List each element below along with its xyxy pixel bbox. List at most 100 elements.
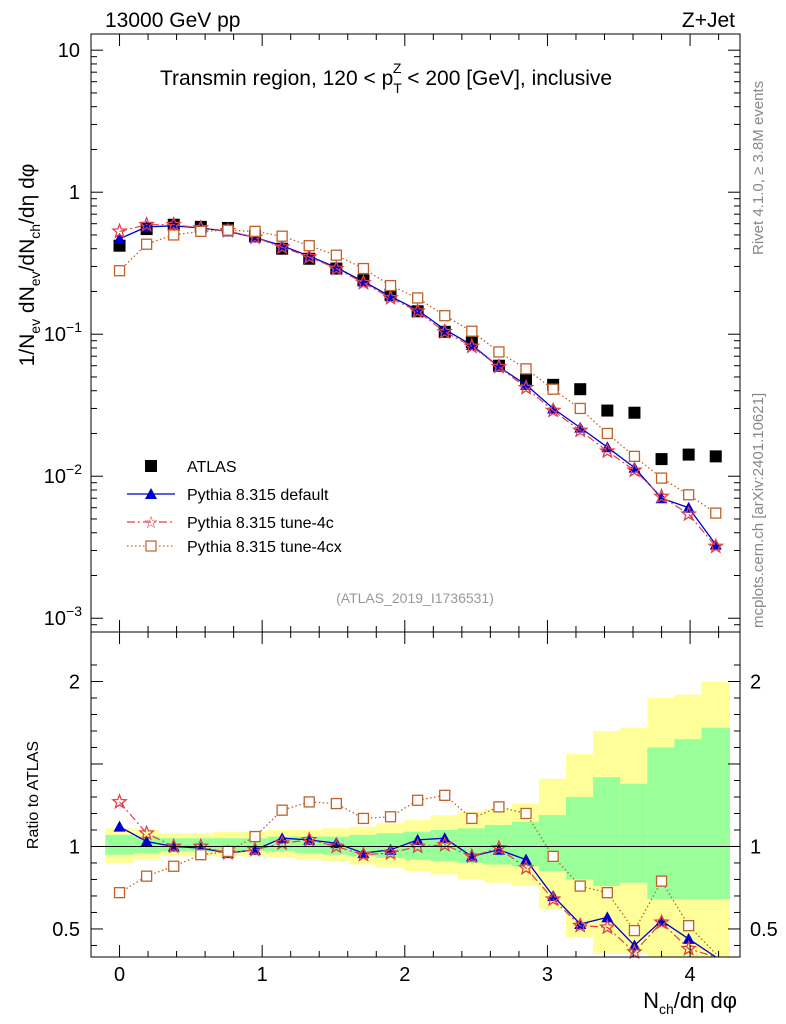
series-3-point-2 <box>168 229 180 241</box>
series-3-point-13 <box>466 325 478 337</box>
series-2-point-18 <box>598 442 616 459</box>
header-right: Z+Jet <box>682 9 735 32</box>
ratio-1-point-0 <box>111 793 128 810</box>
y-axis-label-bottom: Ratio to ATLAS <box>25 741 42 849</box>
ratio-1-point-17 <box>571 916 589 933</box>
series-1-point-17 <box>574 421 587 433</box>
ratio-2-point-18 <box>601 887 613 899</box>
ratio-1-point-19 <box>626 943 643 960</box>
ratio-1-point-2 <box>165 837 183 854</box>
series-1-point-0 <box>113 232 126 244</box>
plot-title-tail: < 200 [GeV], inclusive <box>401 67 612 90</box>
x-axis-label: Nch/dη dφ <box>643 988 737 1017</box>
ratio-1-point-15 <box>517 859 535 876</box>
series-1-point-19 <box>628 461 641 473</box>
ratio-1-point-12 <box>436 835 454 852</box>
plot-title: Transmin region, 120 < pTZ < 200 [GeV], … <box>160 60 612 96</box>
series-2-point-2 <box>165 215 183 232</box>
ratio-2-point-17 <box>574 880 586 892</box>
series-3-point-22 <box>710 507 722 519</box>
ratio-0-point-16 <box>547 889 560 901</box>
y-tick-label-top-0: 10 <box>58 40 80 62</box>
ratio-2-point-10 <box>384 811 397 823</box>
band-green-22 <box>701 727 731 900</box>
series-2-point-14 <box>490 358 508 374</box>
series-2-point-21 <box>680 505 697 522</box>
series-2-point-13 <box>463 337 481 354</box>
atlas-point-21 <box>682 448 695 461</box>
legend-label-default: Pythia 8.315 default <box>187 487 329 504</box>
analysis-id: (ATLAS_2019_I1736531) <box>336 590 494 606</box>
ratio-2-point-9 <box>357 812 370 825</box>
ratio-0-point-1 <box>140 835 153 847</box>
series-2-point-11 <box>409 302 427 319</box>
series-2-point-7 <box>300 248 318 265</box>
ratio-uncertainty-bands <box>105 681 731 957</box>
ratio-2-point-15 <box>520 807 532 820</box>
ratio-0-point-0 <box>113 820 126 832</box>
ratio-2-point-20 <box>655 875 668 887</box>
ratio-panel-frame <box>90 631 741 958</box>
atlas-point-20 <box>655 453 668 466</box>
ratio-1-point-20 <box>653 913 670 930</box>
series-3-point-8 <box>330 249 342 261</box>
series-3-point-14 <box>493 346 505 358</box>
legend-label-tune4c: Pythia 8.315 tune-4c <box>187 515 334 532</box>
series-3-point-12 <box>439 310 451 322</box>
side-text-mcplots: mcplots.cern.ch [arXiv:2401.10621] <box>750 393 767 628</box>
header-left: 13000 GeV pp <box>105 9 240 32</box>
ratio-2-point-0 <box>113 887 126 899</box>
series-2 <box>111 215 725 554</box>
ratio-1-point-14 <box>490 839 508 856</box>
ratio-2-point-3 <box>195 849 207 861</box>
x-tick-label-3: 3 <box>542 964 553 986</box>
atlas-point-22 <box>709 450 722 463</box>
ratio-2-point-5 <box>249 830 261 843</box>
ratio-2-point-16 <box>547 850 559 863</box>
legend-marker-atlas <box>145 460 157 472</box>
y-axis-label-top: 1/Nev dNev/dNch/dη dφ <box>16 164 43 367</box>
x-tick-label-1: 1 <box>257 964 268 986</box>
series-2-point-15 <box>517 378 535 395</box>
legend-marker-tune4cx <box>145 540 157 552</box>
y-tick-label-bottom-right-1: 1 <box>750 836 761 858</box>
series-3-point-0 <box>113 265 126 277</box>
series-3-point-15 <box>520 363 532 375</box>
series-3-point-6 <box>276 230 288 242</box>
y-tick-label-top-1: 1 <box>69 182 80 204</box>
series-2-point-6 <box>273 238 291 255</box>
y-tick-label-bottom-right-2: 0.5 <box>750 919 778 941</box>
series-line-2 <box>119 224 717 547</box>
y-tick-label-top-2: 10−1 <box>44 319 82 346</box>
plot-title-main: Transmin region, 120 < p <box>160 67 393 90</box>
band-green-16 <box>538 815 566 872</box>
band-green-14 <box>484 825 512 865</box>
series-3-point-10 <box>384 279 397 292</box>
ratio-0-point-21 <box>682 932 695 944</box>
y-tick-label-bottom-left-0: 2 <box>69 671 80 693</box>
axis-ticks: 0 1 2 3 4 10 1 10−1 10−2 10−3 2 2 1 1 0.5 0.5 <box>44 34 778 986</box>
series-0 <box>113 218 722 466</box>
series-2-point-10 <box>382 289 399 306</box>
y-tick-label-top-3: 10−2 <box>44 461 82 488</box>
side-text-rivet: Rivet 4.1.0, ≥ 3.8M events <box>750 81 767 255</box>
ratio-1-point-5 <box>246 841 264 857</box>
ratio-2-point-21 <box>683 920 695 932</box>
series-2-point-8 <box>328 259 345 276</box>
ratio-0-point-15 <box>520 853 533 865</box>
series-3-point-5 <box>249 225 261 238</box>
ratio-1-point-9 <box>355 845 372 862</box>
series-3-point-11 <box>411 292 424 304</box>
series-1-point-15 <box>520 378 533 390</box>
ratio-2-point-2 <box>168 860 180 872</box>
ratio-2-point-12 <box>439 789 451 801</box>
plot-title-sup: Z <box>393 60 402 76</box>
ratio-1-point-11 <box>409 837 426 854</box>
series-1-point-12 <box>438 323 451 335</box>
ratio-0-point-18 <box>601 911 614 923</box>
ratio-0-point-8 <box>330 837 343 849</box>
series-3 <box>113 224 722 519</box>
series-3-point-19 <box>628 450 641 463</box>
plot-title-sub: T <box>393 80 402 96</box>
y-tick-label-bottom-left-1: 1 <box>69 836 80 858</box>
